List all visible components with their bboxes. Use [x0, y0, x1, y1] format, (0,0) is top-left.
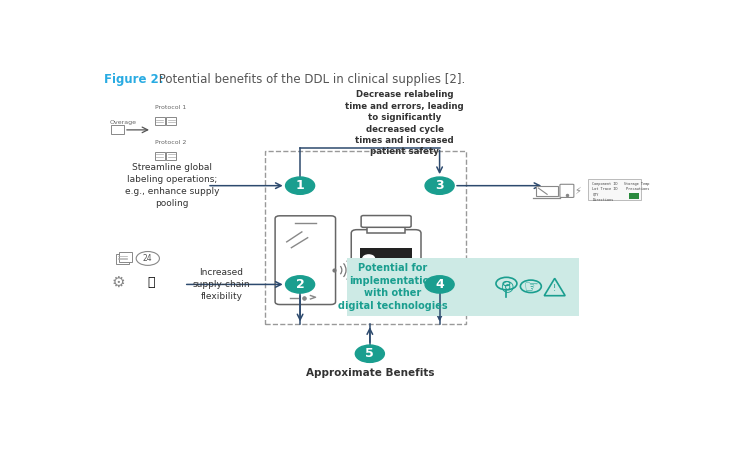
FancyBboxPatch shape [154, 152, 165, 160]
Text: ⚙: ⚙ [111, 275, 125, 290]
FancyBboxPatch shape [560, 184, 574, 198]
FancyBboxPatch shape [116, 254, 129, 264]
Circle shape [136, 252, 160, 266]
Text: Component ID   Storage Temp
Lot Trace ID    Precautions
QTY
Directions: Component ID Storage Temp Lot Trace ID P… [592, 182, 650, 202]
FancyBboxPatch shape [118, 252, 131, 261]
Circle shape [286, 177, 315, 194]
Text: Decrease relabeling
time and errors, leading
to significantly
decreased cycle
ti: Decrease relabeling time and errors, lea… [346, 90, 464, 157]
FancyBboxPatch shape [536, 186, 557, 196]
Text: Approximate Benefits: Approximate Benefits [305, 368, 434, 378]
FancyBboxPatch shape [362, 216, 411, 227]
FancyBboxPatch shape [111, 126, 124, 135]
Text: 2: 2 [296, 278, 304, 291]
FancyBboxPatch shape [275, 216, 335, 305]
Text: 5: 5 [365, 347, 374, 360]
Text: ☞: ☞ [524, 278, 538, 296]
Text: Increased
supply-chain
flexibility: Increased supply-chain flexibility [193, 268, 250, 301]
Text: Protocol 2: Protocol 2 [154, 140, 186, 145]
Text: ◎: ◎ [500, 279, 513, 294]
Text: Potential for
implementation
with other
digital technologies: Potential for implementation with other … [338, 263, 448, 311]
Circle shape [363, 255, 374, 262]
Circle shape [356, 345, 384, 362]
Circle shape [286, 276, 315, 293]
Text: 24: 24 [143, 254, 152, 263]
Text: 1: 1 [296, 179, 304, 192]
Text: Overage: Overage [110, 120, 137, 125]
FancyBboxPatch shape [346, 258, 579, 315]
Text: !: ! [553, 284, 556, 293]
Circle shape [425, 177, 454, 194]
Text: 🚛: 🚛 [147, 276, 154, 289]
FancyBboxPatch shape [360, 248, 413, 285]
FancyBboxPatch shape [628, 193, 639, 199]
Text: 3: 3 [435, 179, 444, 192]
FancyBboxPatch shape [351, 230, 421, 309]
FancyBboxPatch shape [154, 117, 165, 125]
Text: 4: 4 [435, 278, 444, 291]
Text: Potential benefits of the DDL in clinical supplies [2].: Potential benefits of the DDL in clinica… [154, 73, 465, 86]
Text: Figure 2:: Figure 2: [104, 73, 164, 86]
FancyBboxPatch shape [166, 152, 176, 160]
Text: Protocol 1: Protocol 1 [154, 105, 186, 110]
FancyBboxPatch shape [368, 224, 405, 233]
Circle shape [425, 276, 454, 293]
Text: ⚡: ⚡ [574, 186, 580, 196]
FancyBboxPatch shape [266, 151, 466, 324]
Text: Streamline global
labeling operations;
e.g., enhance supply
pooling: Streamline global labeling operations; e… [125, 163, 220, 208]
FancyBboxPatch shape [166, 117, 176, 125]
FancyBboxPatch shape [588, 180, 641, 200]
